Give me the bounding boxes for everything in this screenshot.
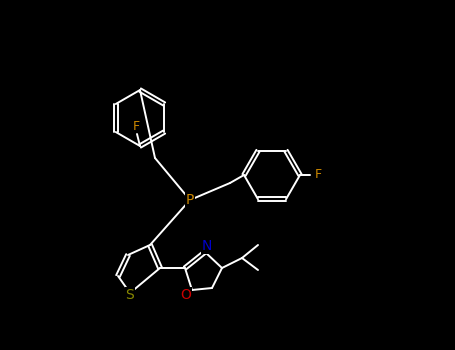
Text: F: F xyxy=(132,119,140,133)
Text: P: P xyxy=(186,193,194,207)
Text: F: F xyxy=(314,168,322,182)
Text: N: N xyxy=(202,239,212,253)
Text: O: O xyxy=(181,288,192,302)
Text: S: S xyxy=(126,288,134,302)
